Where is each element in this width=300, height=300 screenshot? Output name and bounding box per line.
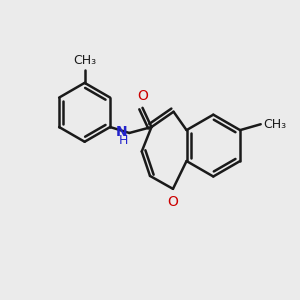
Text: O: O [167,195,178,209]
Text: CH₃: CH₃ [263,118,286,131]
Text: H: H [118,134,128,147]
Text: CH₃: CH₃ [73,54,96,67]
Text: O: O [137,89,148,103]
Text: N: N [115,124,127,139]
